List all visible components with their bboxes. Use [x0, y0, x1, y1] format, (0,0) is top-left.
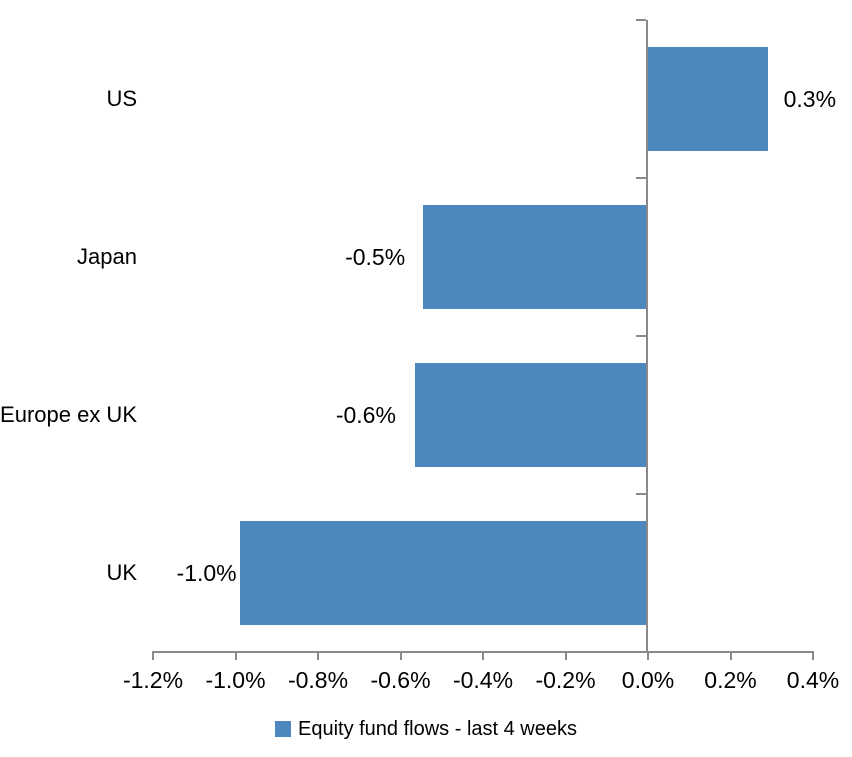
category-label-japan: Japan: [77, 244, 137, 269]
x-axis-label: -0.8%: [287, 667, 349, 693]
bar-japan: [423, 205, 648, 309]
x-axis-tick: [152, 651, 154, 660]
legend-swatch-icon: [274, 721, 291, 737]
x-axis-tick: [317, 651, 319, 660]
x-axis-label: 0.2%: [704, 667, 757, 693]
x-axis-label: -0.2%: [535, 667, 596, 693]
bar-europe-ex-uk: [414, 363, 648, 467]
category-label-europe-ex-uk: Europe ex UK: [0, 402, 137, 427]
category-label-uk: UK: [106, 560, 137, 585]
data-label-europe-ex-uk: -0.6%: [335, 402, 396, 428]
x-axis-label: 0.4%: [786, 667, 840, 693]
category-axis-tick: [636, 335, 646, 337]
x-axis-tick: [234, 651, 237, 660]
x-axis-tick: [812, 651, 814, 660]
x-axis-label: -0.6%: [370, 667, 431, 693]
bar-us: [648, 47, 768, 151]
data-label-uk: -1.0%: [176, 560, 237, 586]
x-axis-label: 0.0%: [621, 667, 675, 693]
value-zero-axis-line: [646, 20, 648, 653]
category-axis-tick: [636, 493, 646, 495]
x-axis-label: -1.2%: [122, 667, 184, 693]
category-label-us: US: [106, 86, 137, 111]
data-label-us: 0.3%: [783, 86, 837, 112]
data-label-japan: -0.5%: [345, 244, 406, 270]
x-axis-label: -1.0%: [205, 667, 266, 693]
bar-uk: [239, 521, 648, 625]
x-axis-label: -0.4%: [452, 667, 514, 693]
x-axis-tick: [647, 651, 649, 660]
x-axis-tick: [399, 651, 402, 660]
category-axis-tick: [636, 19, 646, 21]
x-axis-tick: [482, 651, 484, 660]
category-axis-tick: [636, 177, 646, 179]
legend-label: Equity fund flows - last 4 weeks: [297, 718, 577, 740]
x-axis-tick: [729, 651, 732, 660]
legend: Equity fund flows - last 4 weeks: [0, 717, 852, 741]
x-axis-tick: [564, 651, 567, 660]
